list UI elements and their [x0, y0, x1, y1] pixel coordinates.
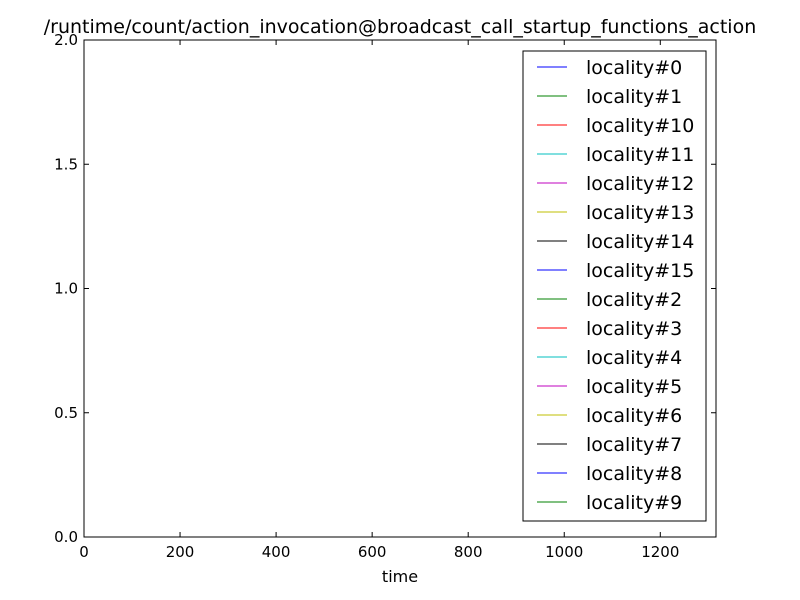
x-axis-label: time [382, 567, 418, 586]
legend-label: locality#2 [586, 289, 682, 311]
legend-label: locality#6 [586, 405, 682, 427]
x-tick-label: 1200 [641, 543, 679, 561]
y-tick-label: 1.5 [54, 155, 78, 173]
legend-label: locality#3 [586, 318, 682, 340]
legend-label: locality#8 [586, 463, 682, 485]
legend-label: locality#12 [586, 173, 694, 195]
legend-box [522, 50, 707, 522]
x-tick-label: 0 [79, 543, 89, 561]
x-tick-label: 200 [166, 543, 195, 561]
y-tick-label: 1.0 [54, 280, 78, 298]
x-tick-label: 800 [454, 543, 483, 561]
y-tick-label: 0.0 [54, 528, 78, 546]
y-tick-label: 0.5 [54, 404, 78, 422]
y-tick-label: 2.0 [54, 31, 78, 49]
legend: locality#0 locality#1 locality#10 locality#… [522, 50, 707, 522]
legend-label: locality#9 [586, 492, 682, 514]
axes: 0 200 400 600 800 1000 1200 0.0 0.5 1.0 1.5 2.0 [54, 31, 717, 561]
legend-label: locality#7 [586, 434, 682, 456]
legend-label: locality#15 [586, 260, 694, 282]
legend-label: locality#10 [586, 115, 694, 137]
x-tick-label: 400 [262, 543, 291, 561]
legend-label: locality#4 [586, 347, 682, 369]
legend-label: locality#5 [586, 376, 682, 398]
legend-label: locality#14 [586, 231, 694, 253]
x-tick-label: 600 [358, 543, 387, 561]
chart-title: /runtime/count/action_invocation@broadca… [44, 16, 757, 38]
x-tick-label: 1000 [545, 543, 583, 561]
legend-label: locality#0 [586, 57, 682, 79]
legend-label: locality#11 [586, 144, 694, 166]
legend-label: locality#1 [586, 86, 682, 108]
legend-label: locality#13 [586, 202, 694, 224]
